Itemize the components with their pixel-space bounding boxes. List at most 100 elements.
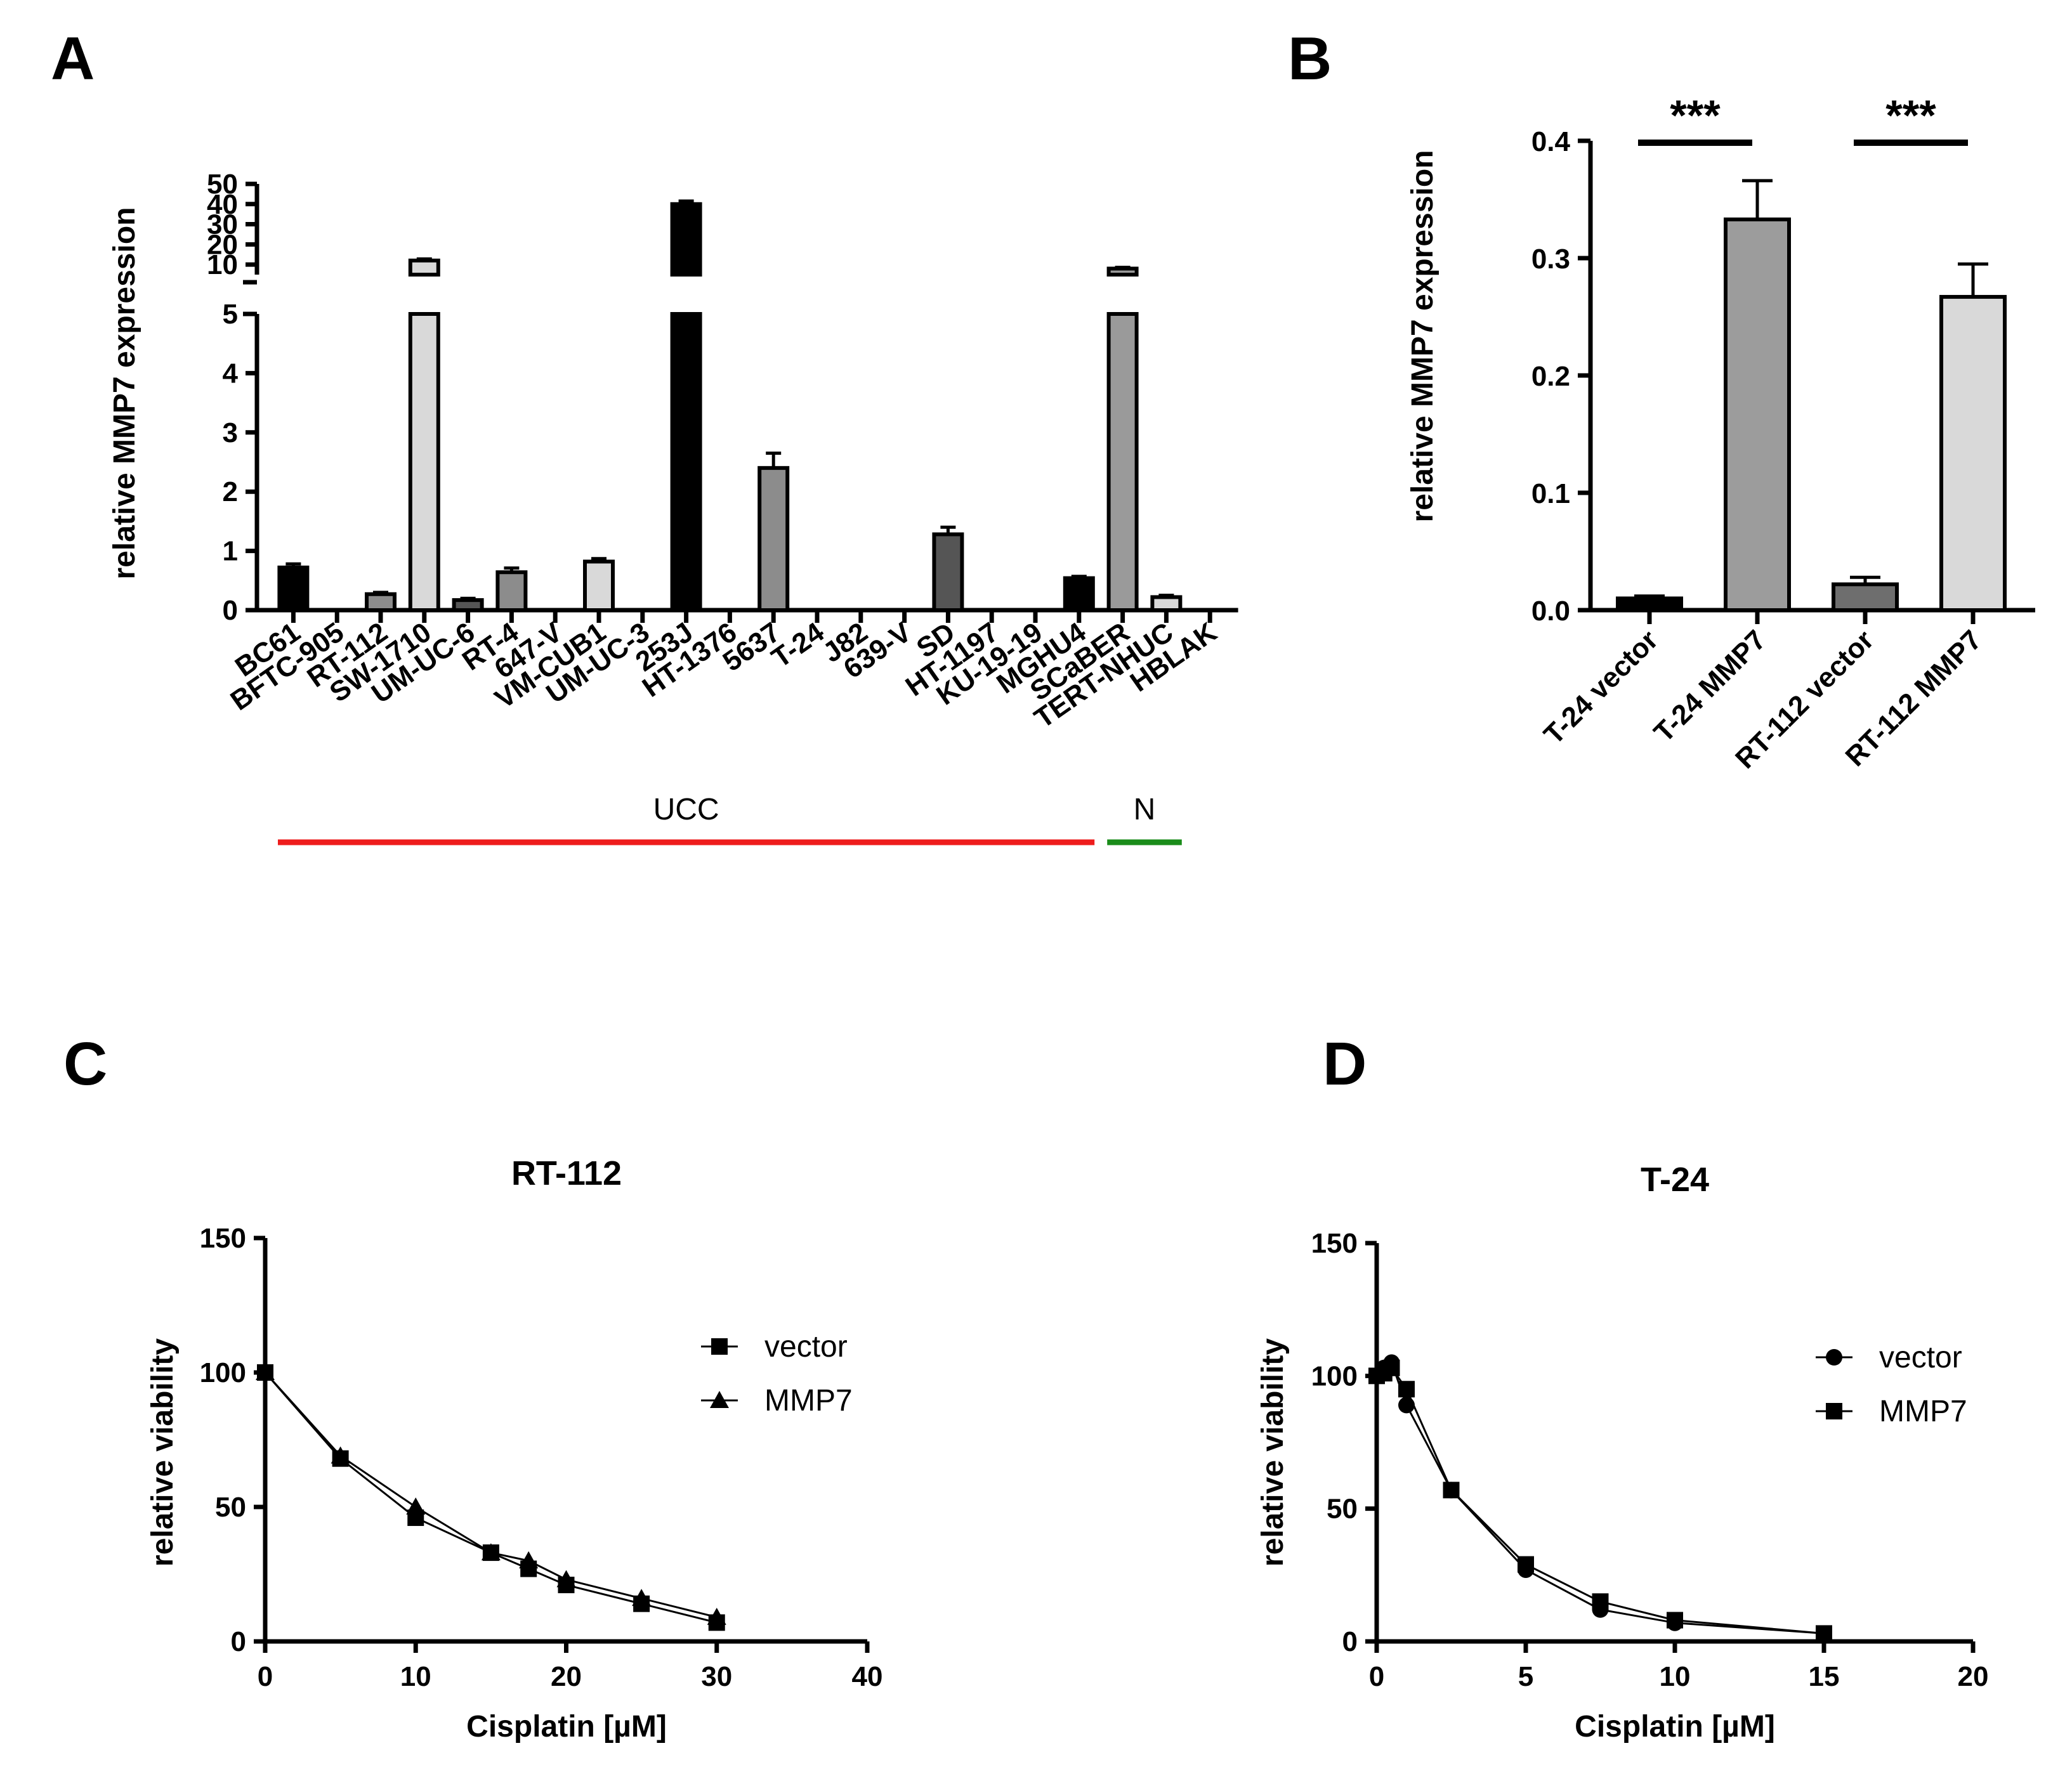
bar-tert-nhuc: [1150, 595, 1183, 613]
panel-d-ytick-label: 0: [1342, 1626, 1358, 1657]
legend-label-mmp7: MMP7: [764, 1384, 853, 1418]
panel-c-title: RT-112: [511, 1154, 622, 1192]
panel-c-ytick-label: 100: [200, 1357, 246, 1388]
data-point-mmp7: [707, 1607, 726, 1625]
panel-c-line-chart: RT-112 relative viability Cisplatin [µM]…: [146, 1154, 882, 1744]
data-point-mmp7: [556, 1570, 576, 1588]
data-point-mmp7: [1592, 1593, 1609, 1610]
panel-c-xtick-label: 30: [701, 1661, 732, 1692]
data-point-mmp7: [406, 1497, 426, 1515]
bar-bc61: [277, 565, 310, 613]
panel-c-ytick-label: 150: [200, 1223, 246, 1254]
panel-letter-c: C: [63, 1030, 107, 1098]
panel-a-ytick-label-lower: 3: [223, 417, 238, 448]
bar-vm-cub1: [583, 559, 615, 612]
bar-scaber-upper: [1106, 266, 1139, 277]
significance-label: ***: [1885, 91, 1936, 140]
panel-d-ylabel: relative viability: [1256, 1338, 1290, 1567]
series-line-vector: [264, 1372, 718, 1624]
error-bar-scaber: [1115, 266, 1131, 270]
panel-a-ytick-label-upper: 50: [207, 169, 238, 200]
panel-b-ytick-label: 0.2: [1531, 361, 1570, 392]
panel-c-ylabel: relative viability: [146, 1338, 180, 1567]
data-point-mmp7: [256, 1363, 275, 1380]
panel-c-xtick-label: 0: [258, 1661, 273, 1692]
panel-d-xtick-label: 5: [1518, 1661, 1533, 1692]
panel-a-ytick-label-lower: 4: [223, 358, 239, 389]
panel-a-ytick-label-lower: 5: [223, 299, 238, 330]
bar-sd: [932, 532, 964, 612]
bar-mghu4: [1063, 576, 1095, 613]
error-bar-t-24-mmp7: [1742, 179, 1773, 219]
legend-marker-vector: [1826, 1349, 1842, 1366]
panel-b-ylabel: relative MMP7 expression: [1406, 150, 1439, 523]
panel-d-xtick-label: 20: [1958, 1661, 1989, 1692]
panel-c-ytick-label: 0: [231, 1626, 246, 1657]
error-bar-sw-1710: [416, 257, 432, 261]
panel-letter-b: B: [1288, 25, 1332, 93]
panel-letter-a: A: [51, 25, 95, 93]
bar-rt-112: [365, 592, 397, 612]
group-label-ucc: UCC: [653, 793, 719, 826]
panel-d-ytick-label: 100: [1311, 1360, 1358, 1392]
data-point-mmp7: [1383, 1359, 1400, 1376]
error-bar-sd: [940, 525, 956, 535]
data-point-mmp7: [519, 1551, 539, 1568]
data-point-mmp7: [1398, 1381, 1415, 1398]
panel-d-line-chart: T-24 relative viability Cisplatin [µM] 0…: [1256, 1161, 1988, 1744]
panel-d-xtick-label: 10: [1660, 1661, 1691, 1692]
bar-5637: [757, 466, 790, 613]
data-point-mmp7: [1518, 1556, 1534, 1573]
panel-d-xtick-label: 15: [1809, 1661, 1840, 1692]
panel-d-legend: vector MMP7: [1816, 1341, 1967, 1428]
error-bar-vm-cub1: [591, 557, 607, 562]
panel-a-ytick-label-upper: 20: [207, 229, 238, 260]
panel-b-significance: *** ***: [1638, 91, 1968, 146]
panel-a-ytick-label-lower: 0: [223, 595, 238, 626]
panel-c-ytick-label: 50: [215, 1492, 246, 1523]
bar-t-24-vector: [1616, 596, 1683, 612]
panel-a-ytick-label-upper: 10: [207, 249, 238, 280]
legend-label-vector: vector: [1879, 1341, 1962, 1374]
legend-marker-mmp7: [1826, 1403, 1842, 1419]
bar-rt-4: [495, 570, 528, 612]
panel-a-ytick-label-upper: 30: [207, 209, 238, 240]
panel-d-ytick-label: 150: [1311, 1228, 1358, 1259]
error-bar-bc61: [285, 562, 301, 568]
data-point-mmp7: [331, 1446, 350, 1464]
panel-a-ytick-label-lower: 2: [223, 476, 238, 507]
error-bar-rt-4: [504, 566, 520, 573]
data-point-vector: [1398, 1397, 1415, 1414]
panel-b-bars: [1616, 179, 2007, 612]
significance-label: ***: [1670, 91, 1721, 140]
bar-sw-1710-upper: [408, 258, 440, 277]
panel-d-axes: 0 50 100 150 0 5 10 15 20: [1311, 1228, 1989, 1692]
panel-c-series: [256, 1363, 726, 1631]
bar-253j-lower: [670, 312, 702, 612]
data-point-mmp7: [481, 1543, 501, 1561]
panel-b-ytick-label: 0.4: [1531, 126, 1571, 157]
panel-d-ytick-label: 50: [1327, 1494, 1358, 1525]
data-point-mmp7: [1667, 1612, 1683, 1629]
panel-d-xtick-label: 0: [1369, 1661, 1384, 1692]
panel-a-ytick-label-lower: 1: [223, 536, 238, 567]
panel-b-ytick-label: 0.0: [1531, 596, 1570, 627]
bar-t-24-mmp7: [1724, 217, 1791, 612]
error-bar-t-24-vector: [1634, 594, 1665, 599]
error-bar-mghu4: [1071, 575, 1087, 578]
bar-scaber-lower: [1106, 312, 1139, 612]
legend-marker-vector: [711, 1338, 728, 1355]
bar-rt-112-vector: [1832, 582, 1899, 612]
error-bar-tert-nhuc: [1158, 594, 1174, 597]
error-bar-um-uc-6: [460, 596, 476, 601]
panel-c-xtick-label: 20: [551, 1661, 582, 1692]
data-point-mmp7: [1816, 1625, 1832, 1642]
panel-a-bar-chart: relative MMP7 expression 0 1 2 3 4 5 102030405…: [108, 169, 1238, 845]
group-label-n: N: [1134, 793, 1156, 826]
series-line-mmp7: [264, 1371, 718, 1619]
data-point-mmp7: [632, 1589, 652, 1607]
panel-c-axes: 0 50 100 150 0 10 20 30 40: [200, 1223, 883, 1692]
